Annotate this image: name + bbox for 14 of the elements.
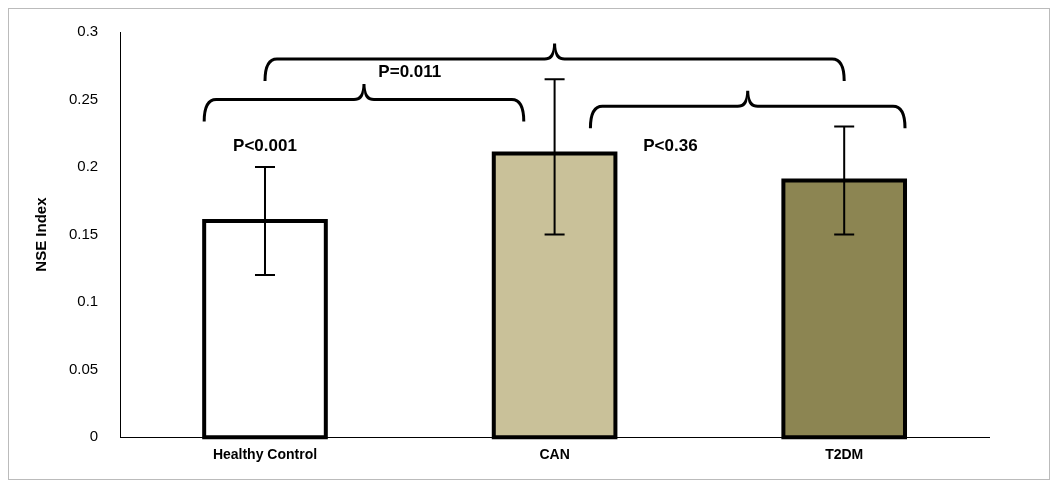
annotation: P<0.001 [233,136,297,156]
x-tick-label: Healthy Control [212,446,318,463]
y-tick-label: 0.15 [68,224,99,242]
x-tick-label: CAN [539,446,570,463]
y-tick-label: 0.3 [77,22,99,40]
y-tick-label: 0.2 [77,157,99,175]
annotation: P<0.36 [643,136,698,156]
y-tick-label: 0.05 [68,359,99,377]
x-tick-label: T2DM [825,446,864,463]
annotation: P=0.011 [378,62,442,82]
y-axis-title: NSE Index [32,196,50,272]
y-tick-label: 0.25 [68,89,99,107]
y-tick-label: 0.1 [77,292,99,310]
y-tick-label: 0 [89,427,99,445]
